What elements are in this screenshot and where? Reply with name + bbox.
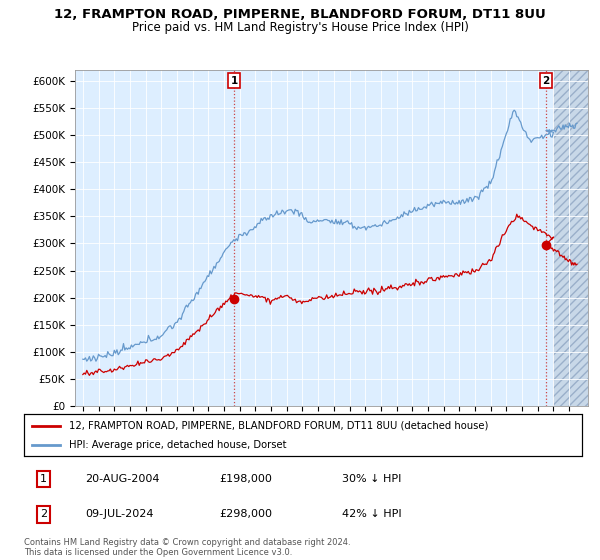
Text: £198,000: £198,000: [220, 474, 272, 484]
Text: £298,000: £298,000: [220, 510, 272, 520]
Bar: [553, 54, 593, 406]
Text: 12, FRAMPTON ROAD, PIMPERNE, BLANDFORD FORUM, DT11 8UU: 12, FRAMPTON ROAD, PIMPERNE, BLANDFORD F…: [54, 8, 546, 21]
Text: 2: 2: [40, 510, 47, 520]
Text: 30% ↓ HPI: 30% ↓ HPI: [342, 474, 401, 484]
Text: 20-AUG-2004: 20-AUG-2004: [85, 474, 160, 484]
Text: 12, FRAMPTON ROAD, PIMPERNE, BLANDFORD FORUM, DT11 8UU (detached house): 12, FRAMPTON ROAD, PIMPERNE, BLANDFORD F…: [68, 421, 488, 431]
Text: 09-JUL-2024: 09-JUL-2024: [85, 510, 154, 520]
Text: Contains HM Land Registry data © Crown copyright and database right 2024.
This d: Contains HM Land Registry data © Crown c…: [24, 538, 350, 557]
Text: 42% ↓ HPI: 42% ↓ HPI: [342, 510, 401, 520]
Text: 1: 1: [230, 76, 238, 86]
Text: Price paid vs. HM Land Registry's House Price Index (HPI): Price paid vs. HM Land Registry's House …: [131, 21, 469, 34]
Text: HPI: Average price, detached house, Dorset: HPI: Average price, detached house, Dors…: [68, 440, 286, 450]
Text: 2: 2: [542, 76, 550, 86]
Text: 1: 1: [40, 474, 47, 484]
